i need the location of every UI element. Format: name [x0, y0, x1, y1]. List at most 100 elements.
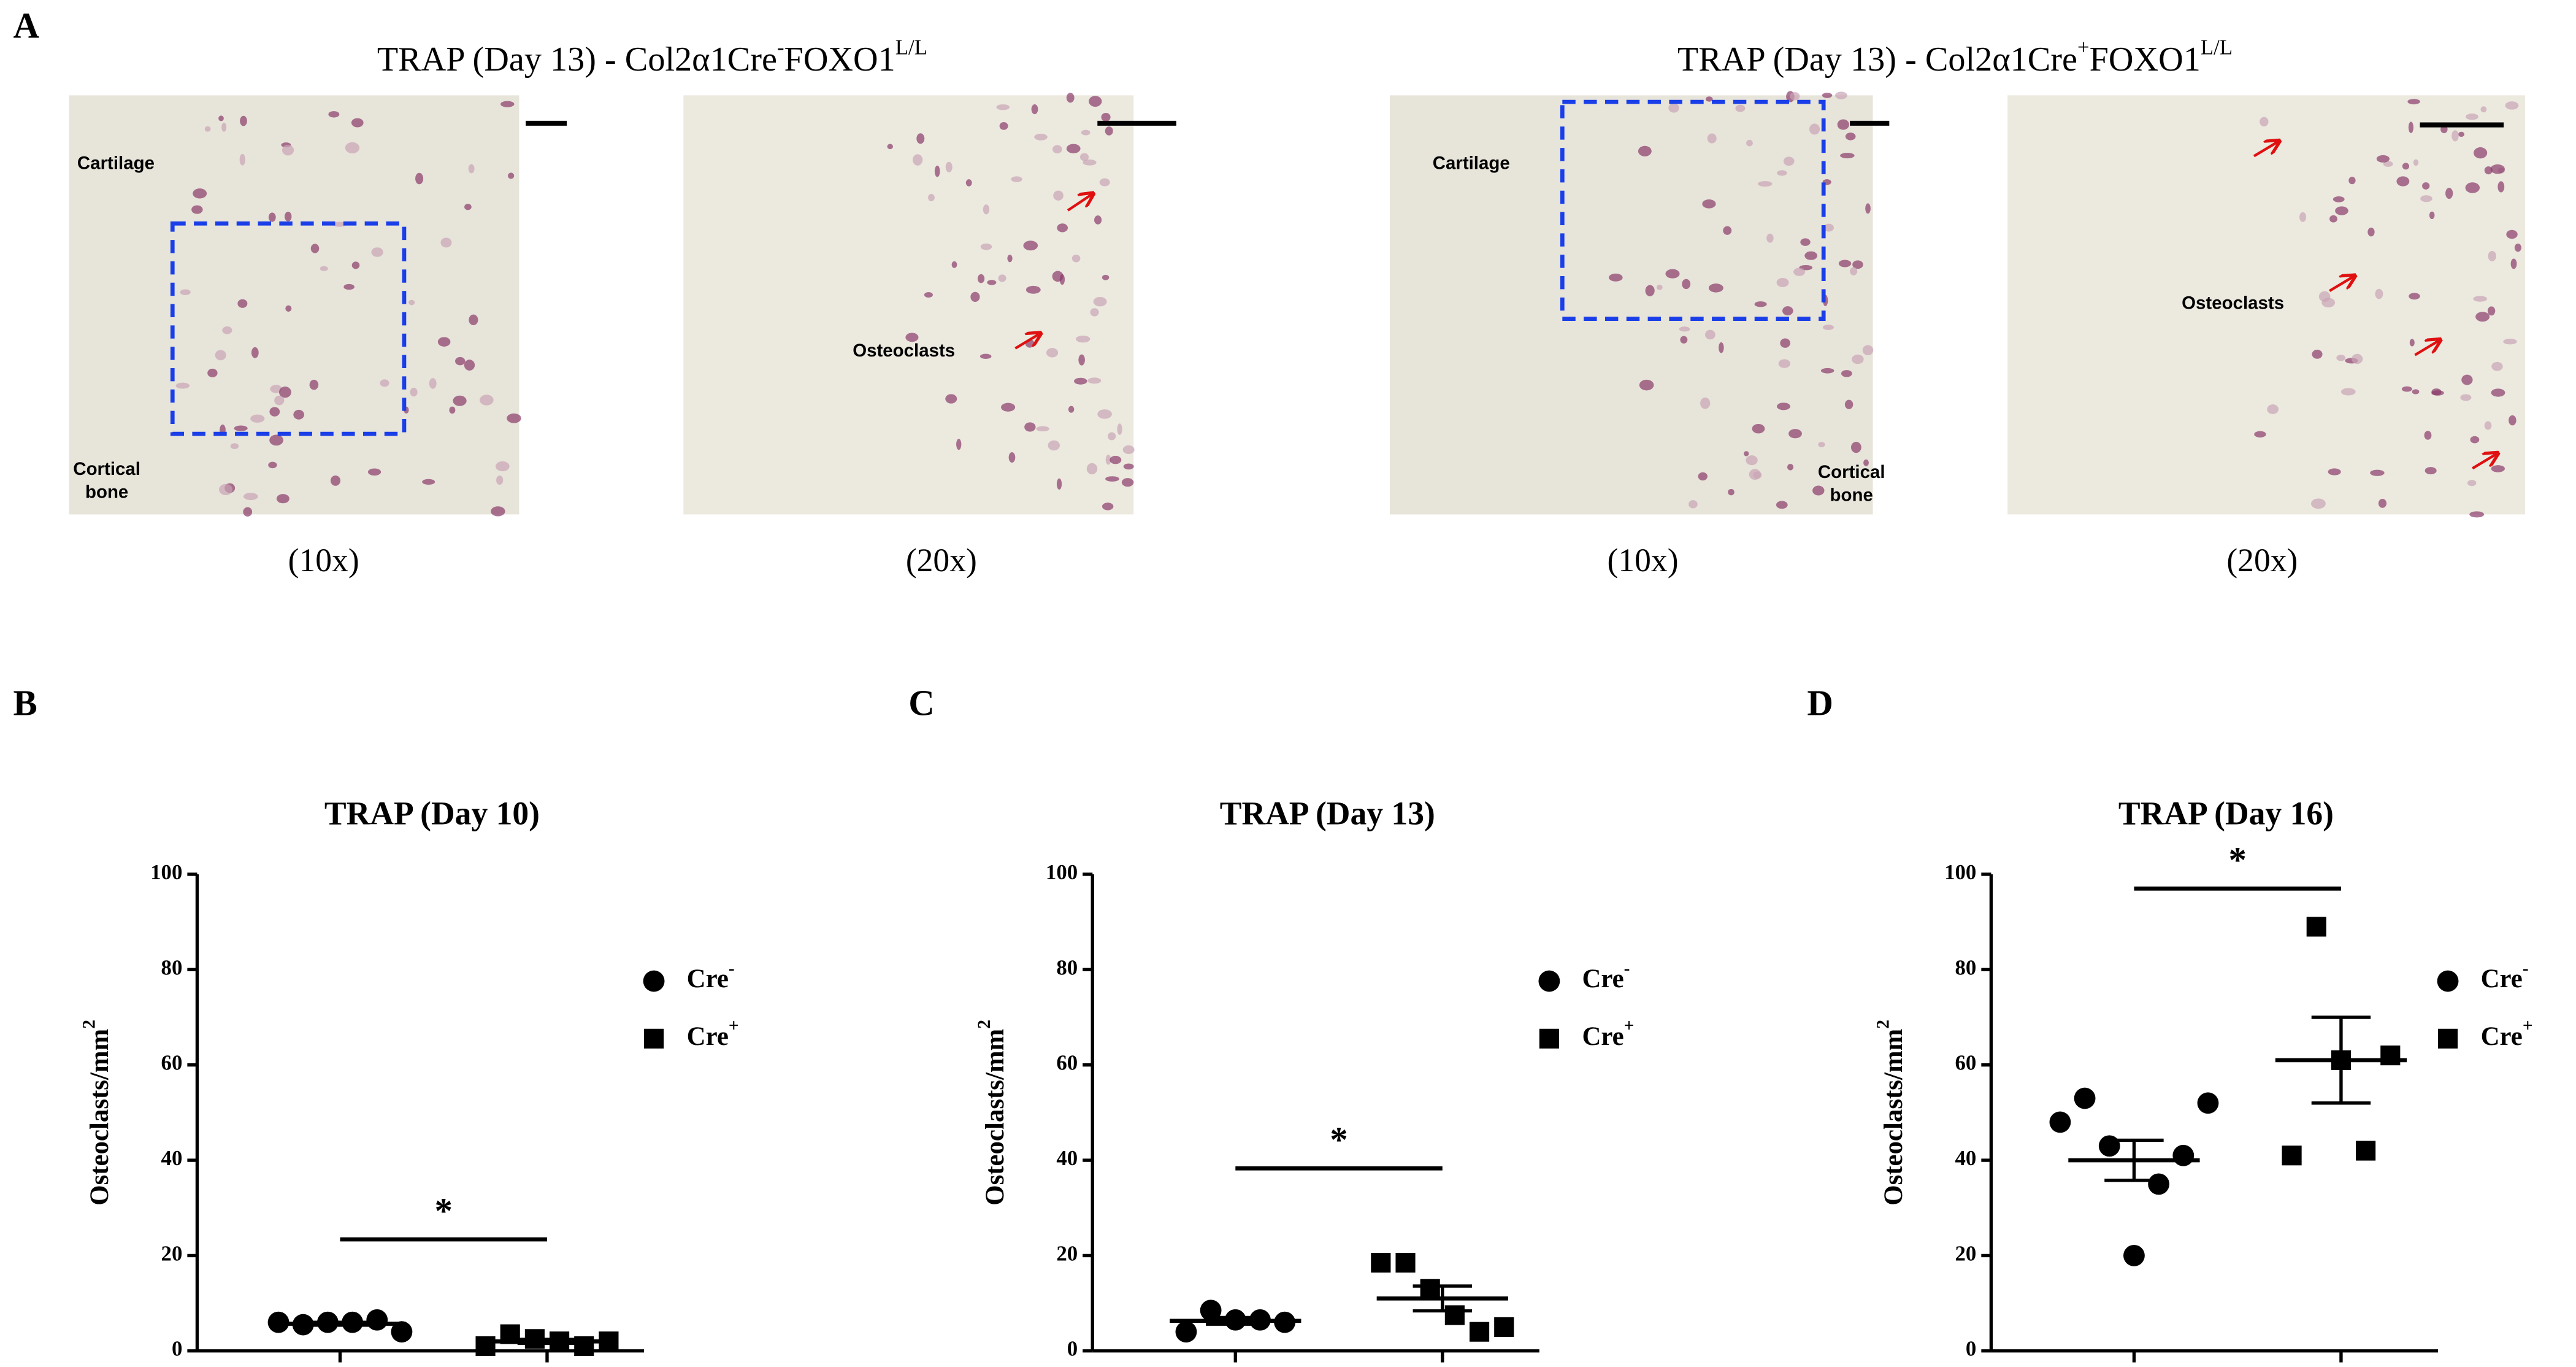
stain — [2445, 188, 2453, 199]
stain — [351, 118, 364, 128]
stain — [1841, 370, 1852, 377]
stain — [278, 387, 291, 398]
point — [366, 1309, 388, 1331]
stain — [268, 212, 276, 222]
stain — [469, 314, 478, 326]
stain — [270, 385, 282, 393]
arrow — [2472, 453, 2497, 470]
stain — [1680, 336, 1688, 344]
chart-title: TRAP (Day 13) — [1220, 795, 1435, 832]
y-tick-label: 100 — [1046, 860, 1078, 884]
y-tick-label: 0 — [1067, 1337, 1078, 1361]
stain — [945, 394, 957, 404]
stain — [2460, 394, 2472, 401]
stain — [987, 280, 997, 285]
stain — [1862, 345, 1874, 356]
point — [574, 1336, 594, 1357]
panel-title: TRAP (Day 13) - Col2α1Cre+FOXO1L/L — [1677, 35, 2233, 78]
stain — [887, 144, 893, 150]
stain — [1090, 308, 1099, 317]
stain — [2458, 131, 2465, 137]
stain — [276, 494, 289, 504]
stain — [2420, 195, 2432, 202]
stain — [928, 194, 935, 202]
y-axis-label: Osteoclasts/mm2 — [79, 1020, 114, 1206]
magnification: (10x) — [1608, 542, 1679, 579]
stain — [437, 337, 451, 347]
stain — [1011, 176, 1022, 182]
stain — [1783, 156, 1795, 166]
stain — [422, 479, 435, 485]
image-label: bone — [1830, 485, 1873, 506]
stain — [320, 266, 328, 271]
stain — [274, 395, 285, 406]
stain — [2378, 498, 2387, 508]
stain — [2401, 386, 2412, 392]
stain — [243, 493, 258, 501]
stain — [2467, 480, 2477, 487]
stain — [230, 443, 239, 449]
stain — [2408, 121, 2414, 133]
stain — [1679, 326, 1690, 332]
stain — [1758, 181, 1773, 187]
stain — [1076, 335, 1091, 343]
stain — [282, 144, 294, 156]
stain — [1025, 285, 1041, 294]
stain — [2506, 229, 2518, 239]
point — [1469, 1322, 1490, 1342]
magnification: (10x) — [288, 542, 359, 579]
stain — [243, 507, 253, 517]
stain — [1838, 260, 1852, 268]
stain — [2503, 338, 2517, 345]
stain — [1094, 215, 1102, 225]
stain — [269, 407, 280, 417]
stain — [1066, 93, 1075, 103]
stain — [1790, 92, 1800, 101]
stain — [1052, 145, 1062, 153]
stain — [1837, 119, 1849, 130]
stain — [2318, 291, 2331, 302]
stain — [2333, 196, 2345, 202]
stain — [2311, 498, 2326, 509]
point — [1444, 1305, 1465, 1325]
stain — [2328, 468, 2341, 476]
stain — [977, 274, 985, 283]
arrow — [1014, 334, 1040, 350]
panel-letter: A — [13, 6, 39, 46]
stain — [1123, 463, 1134, 470]
stain — [1700, 397, 1711, 409]
stain — [2491, 388, 2505, 397]
point — [2074, 1087, 2096, 1109]
stain — [1110, 455, 1122, 464]
stain — [1089, 96, 1102, 107]
y-tick-label: 100 — [1944, 860, 1976, 884]
stain — [1101, 112, 1111, 122]
stain — [924, 292, 933, 298]
micrograph — [683, 95, 1134, 515]
stain — [222, 326, 232, 334]
stain — [2509, 415, 2517, 426]
stain — [1776, 501, 1788, 509]
stain — [1865, 203, 1871, 214]
stain — [1754, 301, 1767, 307]
magnification: (20x) — [2226, 542, 2298, 579]
stain — [1788, 429, 1802, 439]
stain — [440, 237, 452, 248]
chart-title: TRAP (Day 10) — [324, 795, 540, 832]
stain — [2484, 421, 2492, 430]
point — [1200, 1300, 1222, 1322]
legend-marker — [1539, 1028, 1559, 1049]
stain — [2367, 227, 2375, 237]
stain — [193, 188, 207, 199]
arrow — [2253, 141, 2279, 158]
point — [1175, 1321, 1197, 1343]
stain — [1823, 223, 1834, 232]
stain — [1645, 285, 1655, 297]
stain — [1863, 459, 1869, 466]
stain — [1052, 271, 1064, 282]
micrograph — [69, 95, 519, 515]
stain — [2422, 182, 2430, 190]
stain — [1078, 354, 1085, 366]
error-bar — [2104, 1138, 2164, 1182]
micrograph — [1390, 95, 1873, 515]
